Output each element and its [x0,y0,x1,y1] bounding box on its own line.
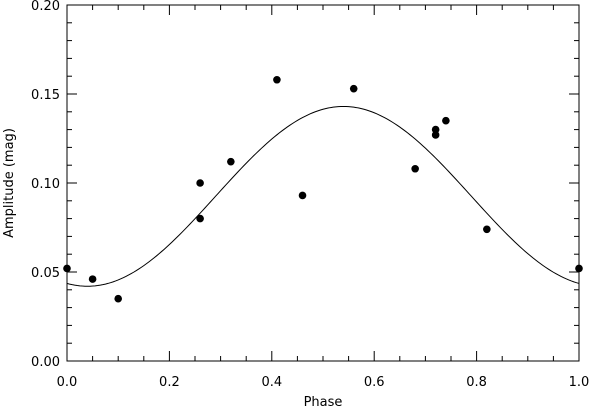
y-tick-label: 0.20 [31,0,60,14]
data-point [442,116,450,125]
plot-frame [66,4,580,362]
y-tick-label: 0.10 [31,177,60,192]
data-point [273,75,281,84]
data-point [349,84,358,93]
data-point [411,164,419,173]
x-tick-label: 1.0 [569,375,590,390]
data-point [227,157,235,166]
y-tick-label: 0.05 [31,266,60,281]
data-point [431,131,440,139]
data-point [575,264,583,273]
data-point [196,214,204,223]
tick-labels-layer: 0.0 0.2 0.4 0.6 0.8 1.0 0.00 0.05 0.10 0.15 0.20 [31,0,589,390]
ticks-layer [66,4,580,362]
data-point [298,191,307,200]
data-point [63,264,71,273]
data-point [88,275,97,283]
data-point [431,125,440,134]
y-tick-label: 0.15 [31,88,60,103]
x-tick-label: 0.0 [57,375,78,390]
data-point [114,294,122,303]
y-tick-label: 0.00 [31,355,60,370]
y-axis-label: Amplitude (mag) [2,128,17,238]
x-tick-label: 0.8 [466,375,487,390]
x-tick-label: 0.4 [261,375,282,390]
data-point [196,179,204,187]
x-tick-label: 0.6 [364,375,385,390]
fit-curve [66,105,580,287]
points-layer [63,75,583,303]
x-axis-label: Phase [304,395,343,409]
x-tick-label: 0.2 [159,375,180,390]
data-point [483,225,491,234]
